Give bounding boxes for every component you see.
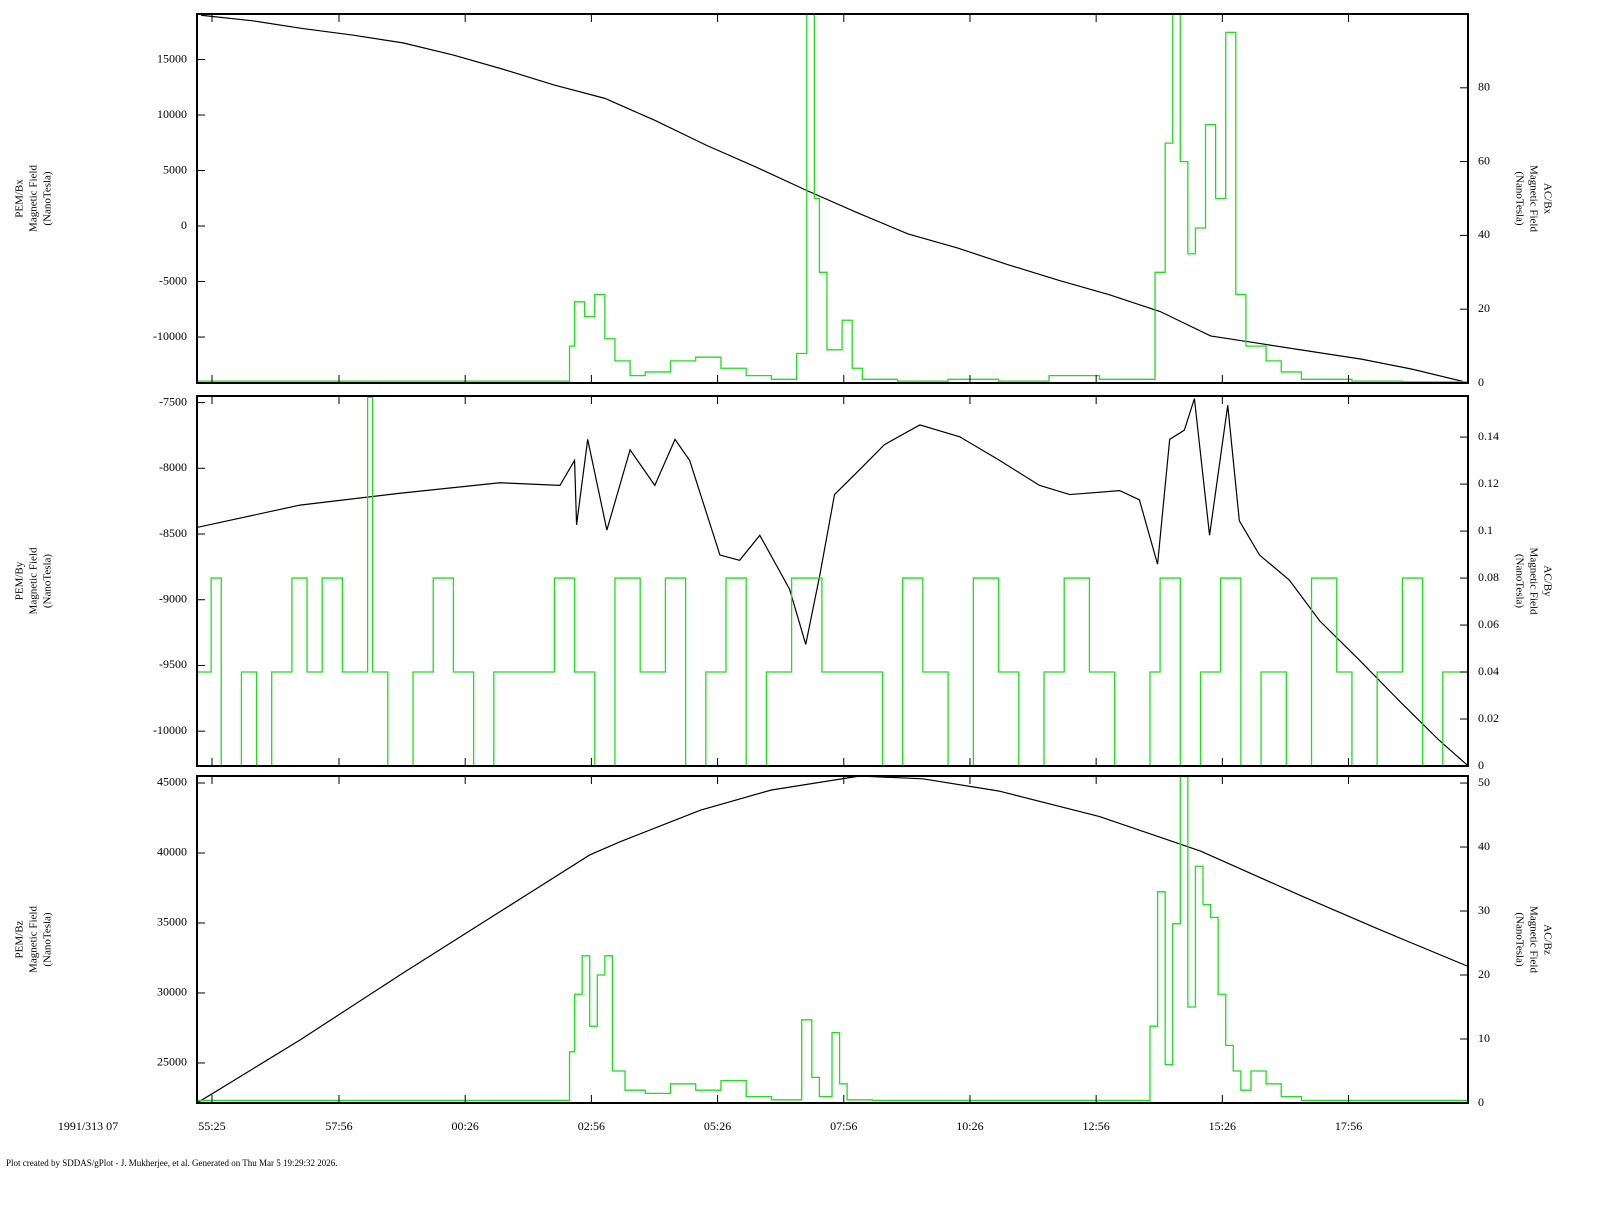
y2-label: (NanoTesla) (1513, 554, 1525, 609)
y-label: (NanoTesla) (42, 171, 54, 226)
line (197, 776, 1468, 1103)
y2-tick-label: 0.1 (1478, 523, 1493, 537)
y2-tick-label: 30 (1478, 903, 1490, 917)
plot-frame (196, 775, 1469, 1104)
y2-tick-label: 60 (1478, 153, 1490, 167)
y-tick-label: -10000 (153, 723, 187, 737)
y-tick-label: 40000 (157, 845, 187, 859)
y2-tick-label: 0 (1478, 375, 1484, 389)
y2-label: AC/Bz (1541, 924, 1553, 955)
step-line (197, 396, 1468, 766)
x-tick-label: 02:56 (578, 1119, 605, 1133)
y2-tick-label: 40 (1478, 227, 1490, 241)
y-tick-label: -7500 (159, 394, 187, 408)
y-tick-label: 35000 (157, 915, 187, 929)
y-tick-label: -9500 (159, 657, 187, 671)
y-tick-label: -8500 (159, 526, 187, 540)
plot-frame (196, 395, 1469, 767)
y2-tick-label: 10 (1478, 1031, 1490, 1045)
y2-tick-label: 0 (1478, 1095, 1484, 1109)
y-tick-label: -10000 (153, 329, 187, 343)
y-tick-label: 45000 (157, 775, 187, 789)
x-tick-label: 12:56 (1082, 1119, 1109, 1133)
y-label: (NanoTesla) (42, 554, 54, 609)
y2-tick-label: 0.14 (1478, 429, 1499, 443)
y-label: PEM/Bz (14, 920, 26, 958)
y-label: (NanoTesla) (42, 912, 54, 967)
line (200, 14, 1464, 383)
footer: Plot created by SDDAS/gPlot - J. Mukherj… (6, 1158, 338, 1168)
y-label: Magnetic Field (28, 906, 40, 973)
y2-label: Magnetic Field (1527, 906, 1539, 973)
y2-label: AC/Bx (1541, 183, 1553, 215)
y2-label: Magnetic Field (1527, 165, 1539, 232)
x-tick-label: 15:26 (1209, 1119, 1236, 1133)
y2-tick-label: 50 (1478, 775, 1490, 789)
y-label: PEM/Bx (14, 179, 26, 218)
y2-tick-label: 40 (1478, 839, 1490, 853)
y-tick-label: -8000 (159, 460, 187, 474)
y2-label: (NanoTesla) (1513, 171, 1525, 226)
y-tick-label: 5000 (163, 162, 187, 176)
y-label: PEM/By (14, 561, 26, 600)
x-tick-label: 57:56 (325, 1119, 352, 1133)
y2-tick-label: 80 (1478, 80, 1490, 94)
step-line (197, 776, 1468, 1102)
y2-tick-label: 0 (1478, 758, 1484, 772)
y2-tick-label: 0.08 (1478, 570, 1499, 584)
y2-tick-label: 20 (1478, 301, 1490, 315)
y-tick-label: 25000 (157, 1055, 187, 1069)
y2-tick-label: 0.04 (1478, 664, 1499, 678)
y2-label: Magnetic Field (1527, 548, 1539, 615)
y-label: Magnetic Field (28, 165, 40, 232)
y-label: Magnetic Field (28, 547, 40, 614)
x-tick-label: 07:56 (830, 1119, 857, 1133)
y-tick-label: 0 (181, 218, 187, 232)
y-tick-label: 30000 (157, 985, 187, 999)
x-tick-label: 00:26 (452, 1119, 479, 1133)
y-tick-label: 10000 (157, 107, 187, 121)
y-tick-label: -9000 (159, 591, 187, 605)
plot-frame (196, 13, 1469, 384)
y-tick-label: -5000 (159, 273, 187, 287)
y2-tick-label: 0.02 (1478, 711, 1499, 725)
x-tick-label: 55:25 (198, 1119, 225, 1133)
x-label: 1991/313 07 (58, 1119, 118, 1133)
y2-label: AC/By (1541, 565, 1553, 597)
y2-tick-label: 0.06 (1478, 617, 1499, 631)
step-line (197, 14, 1468, 383)
y2-tick-label: 0.12 (1478, 476, 1499, 490)
x-tick-label: 05:26 (704, 1119, 731, 1133)
y-tick-label: 15000 (157, 51, 187, 65)
y2-tick-label: 20 (1478, 967, 1490, 981)
x-tick-label: 17:56 (1335, 1119, 1362, 1133)
line (197, 398, 1468, 766)
x-tick-label: 10:26 (956, 1119, 983, 1133)
y2-label: (NanoTesla) (1513, 912, 1525, 967)
